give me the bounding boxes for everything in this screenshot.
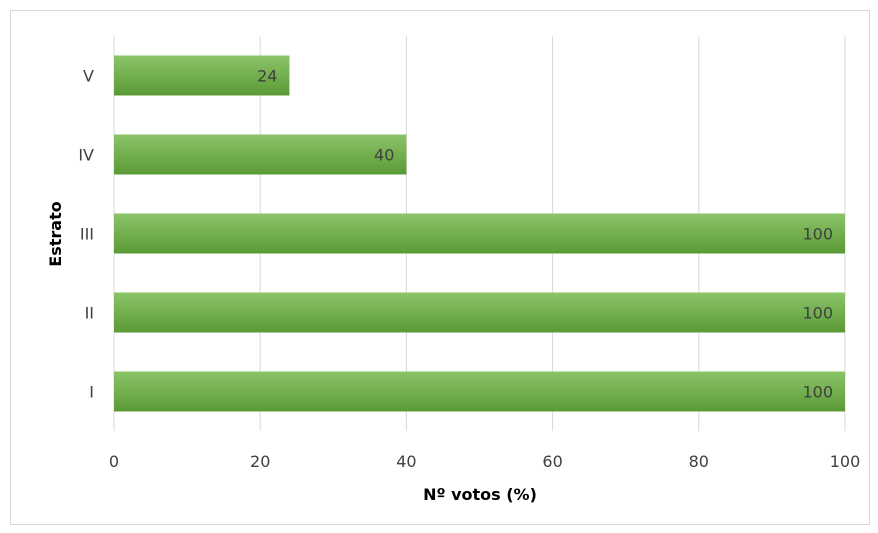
bar-I	[114, 371, 845, 412]
x-tick-label: 60	[542, 452, 562, 471]
bar-IV	[114, 134, 407, 175]
bar-III	[114, 213, 845, 254]
category-label-II: II	[85, 304, 94, 323]
x-tick-label: 0	[109, 452, 119, 471]
chart-frame	[10, 10, 870, 525]
data-label-III: 100	[802, 225, 833, 244]
category-label-III: III	[80, 225, 94, 244]
y-axis-title: Estrato	[46, 201, 65, 266]
bar-V	[114, 55, 290, 96]
data-label-II: 100	[802, 304, 833, 323]
data-label-V: 24	[257, 67, 277, 86]
x-tick-label: 40	[396, 452, 416, 471]
data-label-IV: 40	[374, 146, 394, 165]
x-tick-label: 100	[830, 452, 861, 471]
bars	[114, 55, 845, 412]
x-tick-label: 20	[250, 452, 270, 471]
x-axis-title: Nº votos (%)	[423, 485, 537, 504]
category-label-I: I	[89, 383, 94, 402]
category-label-V: V	[83, 67, 94, 86]
labels: 0 20 40 60 80 100 100 I 100 II 100 III 40 IV 24 V	[78, 67, 860, 472]
category-label-IV: IV	[78, 146, 94, 165]
bar-II	[114, 292, 845, 333]
data-label-I: 100	[802, 383, 833, 402]
x-tick-label: 80	[689, 452, 709, 471]
